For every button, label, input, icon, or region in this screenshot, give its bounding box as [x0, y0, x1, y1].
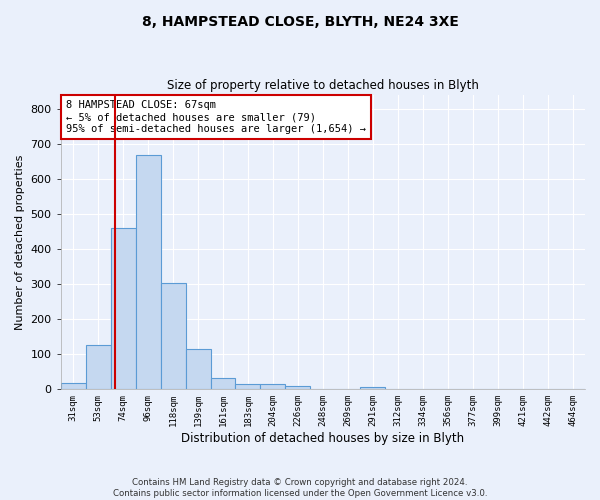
Y-axis label: Number of detached properties: Number of detached properties	[15, 154, 25, 330]
Bar	[361, 386, 385, 390]
X-axis label: Distribution of detached houses by size in Blyth: Distribution of detached houses by size …	[181, 432, 464, 445]
Bar	[235, 384, 260, 390]
Bar	[86, 345, 110, 390]
Title: Size of property relative to detached houses in Blyth: Size of property relative to detached ho…	[167, 79, 479, 92]
Text: Contains HM Land Registry data © Crown copyright and database right 2024.
Contai: Contains HM Land Registry data © Crown c…	[113, 478, 487, 498]
Bar	[286, 386, 310, 390]
Bar	[136, 156, 161, 390]
Bar	[260, 384, 286, 390]
Bar	[161, 283, 185, 390]
Bar	[110, 228, 136, 390]
Bar	[211, 378, 235, 390]
Bar	[61, 384, 86, 390]
Text: 8 HAMPSTEAD CLOSE: 67sqm
← 5% of detached houses are smaller (79)
95% of semi-de: 8 HAMPSTEAD CLOSE: 67sqm ← 5% of detache…	[66, 100, 366, 134]
Text: 8, HAMPSTEAD CLOSE, BLYTH, NE24 3XE: 8, HAMPSTEAD CLOSE, BLYTH, NE24 3XE	[142, 15, 458, 29]
Bar	[185, 349, 211, 390]
